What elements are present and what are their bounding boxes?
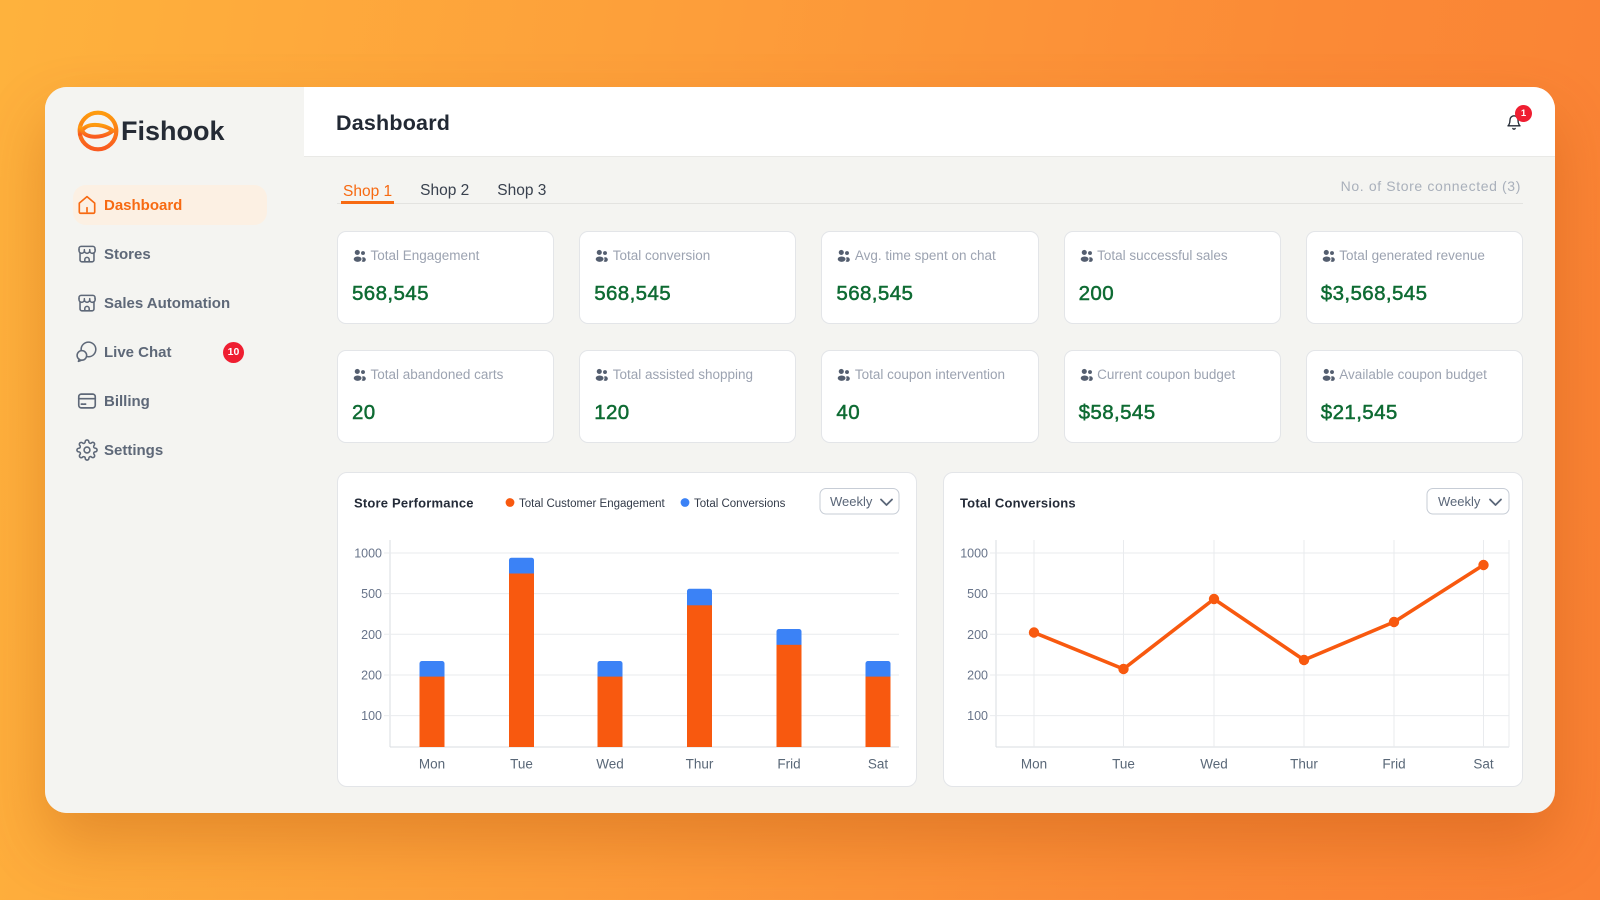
svg-text:1000: 1000	[960, 547, 988, 561]
svg-text:Tue: Tue	[1112, 757, 1135, 772]
svg-text:200: 200	[361, 669, 382, 683]
svg-text:Wed: Wed	[596, 757, 624, 772]
svg-text:100: 100	[361, 709, 382, 723]
svg-text:Sat: Sat	[1473, 757, 1494, 772]
svg-text:Sat: Sat	[868, 757, 889, 772]
svg-text:200: 200	[967, 628, 988, 642]
svg-text:Frid: Frid	[777, 757, 800, 772]
svg-text:Weekly: Weekly	[1438, 494, 1481, 509]
svg-text:Total Conversions: Total Conversions	[694, 498, 786, 510]
svg-text:Thur: Thur	[686, 757, 714, 772]
svg-text:Wed: Wed	[1200, 757, 1228, 772]
svg-text:Mon: Mon	[1021, 757, 1047, 772]
svg-text:200: 200	[967, 669, 988, 683]
svg-text:Total Conversions: Total Conversions	[960, 496, 1076, 511]
svg-text:Thur: Thur	[1290, 757, 1318, 772]
svg-text:Tue: Tue	[510, 757, 533, 772]
svg-text:Store Performance: Store Performance	[354, 496, 474, 511]
svg-text:500: 500	[967, 587, 988, 601]
svg-text:200: 200	[361, 628, 382, 642]
svg-text:Weekly: Weekly	[830, 494, 873, 509]
svg-text:Mon: Mon	[419, 757, 445, 772]
svg-text:100: 100	[967, 709, 988, 723]
svg-text:1000: 1000	[354, 547, 382, 561]
svg-text:500: 500	[361, 587, 382, 601]
svg-text:Total Customer Engagement: Total Customer Engagement	[519, 498, 666, 510]
svg-text:Frid: Frid	[1382, 757, 1405, 772]
